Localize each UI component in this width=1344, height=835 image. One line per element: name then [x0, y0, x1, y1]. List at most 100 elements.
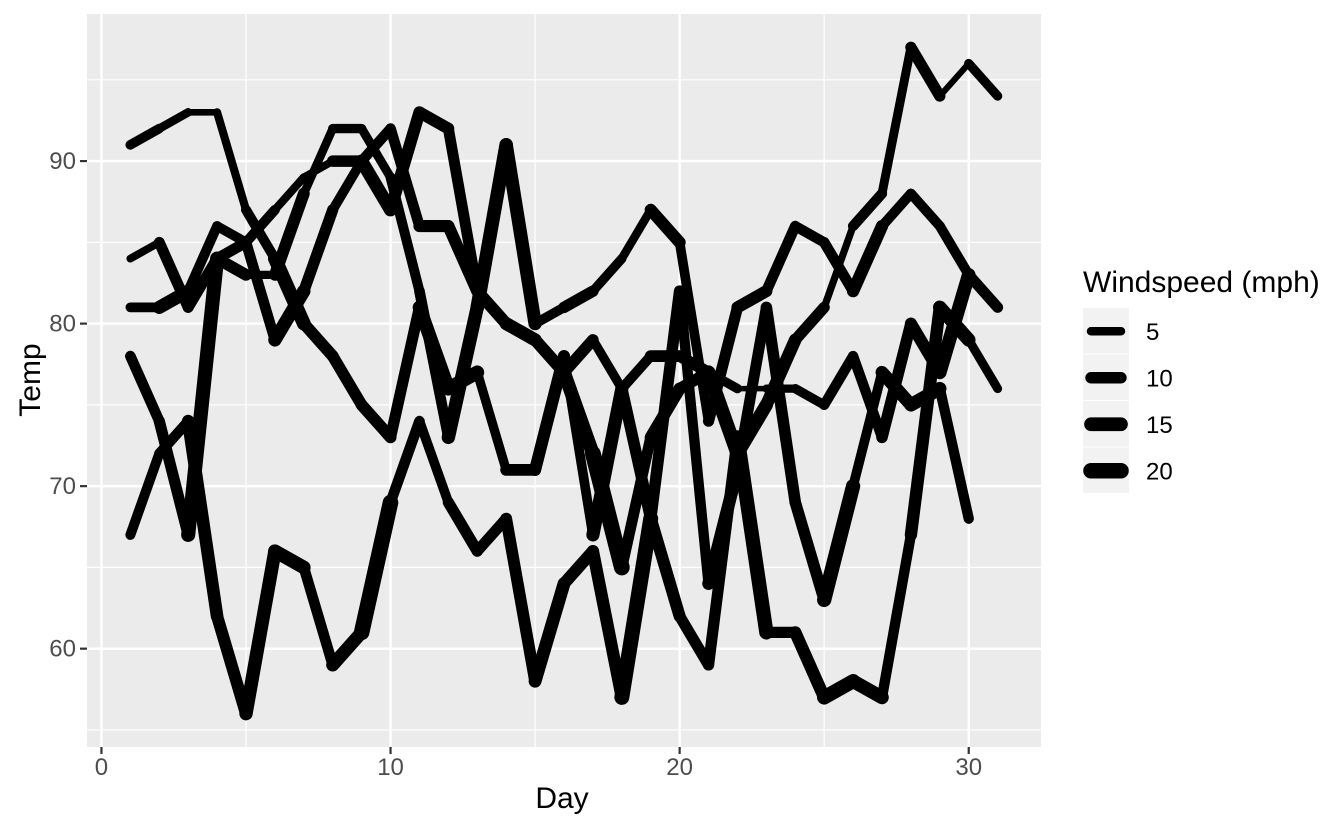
line-segment: [442, 220, 484, 298]
y-tick-label: 70: [49, 473, 76, 500]
minor-gridlines: [87, 14, 1041, 747]
line-segment: [702, 463, 744, 590]
line-segment: [499, 138, 542, 331]
legend-keys: 5 10 15 20: [1083, 308, 1173, 493]
line-segment: [588, 335, 627, 394]
line-segment: [384, 301, 426, 444]
line-segment: [558, 285, 599, 314]
line-segment: [125, 123, 165, 150]
x-tick-label: 30: [955, 754, 982, 781]
legend-key-label: 5: [1146, 319, 1159, 346]
line-segment: [905, 41, 946, 102]
line-segment: [212, 221, 251, 248]
line-segment: [213, 108, 251, 214]
line-segment: [155, 108, 193, 133]
line-segment: [413, 106, 455, 135]
line-segment: [674, 285, 714, 589]
line-segment: [270, 173, 308, 214]
line-segment: [385, 172, 425, 297]
line-segment: [616, 351, 656, 394]
x-tick-label: 0: [95, 754, 108, 781]
line-segment: [933, 268, 976, 380]
line-segment: [181, 251, 225, 542]
legend-key-label: 10: [1146, 365, 1173, 392]
line-segment: [904, 317, 946, 379]
y-tick-label: 80: [49, 311, 76, 338]
line-segment: [268, 544, 311, 575]
line-segment: [819, 350, 859, 411]
series-line-1: [125, 300, 1003, 721]
line-segment: [789, 301, 830, 346]
y-axis: 60 70 80 90: [49, 148, 87, 663]
line-segment: [614, 511, 659, 705]
line-segment: [847, 350, 888, 443]
line-segment: [385, 123, 425, 232]
line-segment: [298, 562, 339, 671]
line-segment: [414, 416, 454, 508]
line-segment: [964, 58, 1003, 101]
line-segment: [586, 544, 628, 704]
line-segment: [327, 156, 367, 215]
line-segment: [904, 301, 946, 542]
line-segment: [731, 285, 773, 314]
line-segment: [820, 222, 857, 311]
x-axis: 0 10 20 30: [95, 747, 982, 781]
line-segment: [789, 626, 831, 704]
line-segment: [183, 221, 223, 297]
legend-key-label: 15: [1146, 412, 1173, 439]
legend: Windspeed (mph) 5 10 15 20: [1083, 266, 1320, 493]
line-segment: [412, 300, 456, 396]
line-segment: [353, 494, 399, 641]
line-segment: [586, 382, 629, 542]
line-segment: [356, 123, 396, 167]
line-segment: [239, 544, 282, 721]
line-segment: [674, 610, 715, 671]
line-segment: [125, 350, 165, 427]
line-segment: [877, 42, 916, 199]
line-segment: [674, 237, 714, 426]
line-segment: [790, 383, 829, 410]
line-segment: [241, 204, 280, 264]
line-segment: [559, 351, 598, 540]
line-segment: [848, 367, 887, 491]
line-segment: [298, 204, 339, 297]
line-segment: [616, 382, 657, 525]
line-segment: [588, 253, 627, 296]
legend-key-label: 20: [1146, 458, 1173, 485]
line-segment: [731, 301, 772, 476]
line-segment: [472, 367, 511, 475]
line-segment: [760, 301, 802, 509]
line-segment: [500, 512, 542, 688]
y-axis-title: Temp: [14, 343, 47, 416]
line-segment: [817, 478, 861, 608]
line-segment: [152, 284, 195, 314]
line-segment: [876, 529, 917, 703]
line-segment: [442, 496, 483, 557]
line-segment: [182, 253, 223, 313]
line-segment: [355, 398, 397, 444]
line-segment: [877, 188, 916, 232]
line-segment: [326, 350, 368, 411]
line-segment: [528, 577, 571, 688]
line-segment: [789, 496, 830, 606]
line-segment: [904, 381, 947, 412]
line-segment: [529, 350, 571, 476]
line-segment: [442, 123, 483, 297]
line-segment: [934, 221, 974, 280]
y-tick-label: 90: [49, 148, 76, 175]
line-segment: [355, 154, 398, 217]
line-segment: [125, 448, 165, 540]
x-tick-label: 10: [377, 754, 404, 781]
line-segment: [617, 205, 655, 263]
line-segment: [905, 188, 945, 232]
line-segment: [644, 512, 686, 623]
line-segment: [126, 238, 164, 263]
y-tick-label: 60: [49, 636, 76, 663]
line-segment: [875, 365, 918, 412]
line-segment: [934, 383, 974, 524]
line-segment: [211, 610, 253, 720]
line-segment: [963, 269, 1004, 313]
line-segment: [761, 220, 801, 297]
